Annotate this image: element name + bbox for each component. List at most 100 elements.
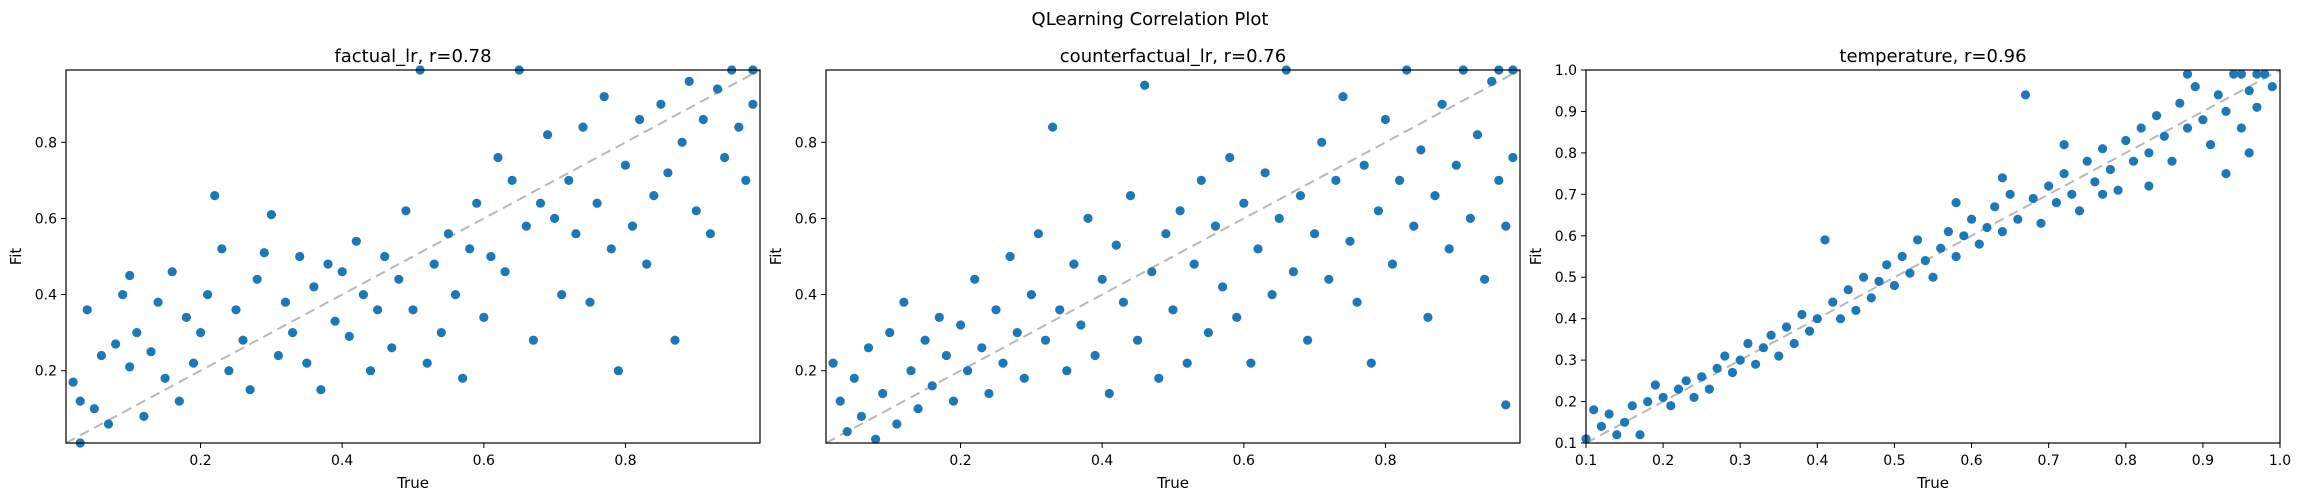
scatter-point xyxy=(1805,326,1815,336)
x-tick-label: 0.1 xyxy=(1575,453,1597,469)
scatter-point xyxy=(2182,69,2193,79)
scatter-point xyxy=(585,297,595,307)
scatter-point xyxy=(1997,173,2007,183)
x-tick-label: 0.2 xyxy=(949,453,971,469)
scatter-point xyxy=(2198,115,2208,125)
scatter-point xyxy=(1920,256,1930,266)
scatter-point xyxy=(684,76,694,86)
scatter-point xyxy=(948,396,959,406)
scatter-point xyxy=(2059,140,2069,150)
scatter-point xyxy=(1310,229,1320,239)
scatter-point xyxy=(259,248,269,258)
scatter-point xyxy=(1423,312,1433,322)
y-tick-label: 0.5 xyxy=(1555,270,1577,286)
x-tick-label: 0.4 xyxy=(1091,453,1113,469)
scatter-point xyxy=(1774,351,1784,361)
scatter-point xyxy=(245,385,255,395)
scatter-point xyxy=(507,175,517,185)
scatter-point xyxy=(1951,198,1961,208)
scatter-point xyxy=(963,366,973,376)
scatter-point xyxy=(2105,164,2115,175)
scatter-point xyxy=(741,175,751,185)
y-tick-label: 0.6 xyxy=(1555,229,1577,245)
scatter-point xyxy=(1735,355,1745,365)
scatter-point xyxy=(139,411,149,421)
scatter-point xyxy=(1589,405,1599,415)
scatter-point xyxy=(2267,82,2277,92)
scatter-point xyxy=(613,366,624,376)
scatter-point xyxy=(1727,367,1738,378)
scatter-point xyxy=(1147,267,1157,277)
scatter-point xyxy=(1125,191,1136,201)
scatter-point xyxy=(295,251,305,262)
scatter-point xyxy=(1712,363,1722,373)
scatter-point xyxy=(422,358,432,368)
scatter-point xyxy=(153,297,163,307)
scatter-point xyxy=(1090,350,1100,361)
y-axis-ticks: 0.2 0.4 0.6 0.8 xyxy=(35,135,66,380)
scatter-point xyxy=(571,229,581,239)
scatter-point xyxy=(1720,351,1730,361)
scatter-point xyxy=(273,350,283,361)
scatter-point xyxy=(2213,90,2223,100)
scatter-point xyxy=(712,84,723,94)
identity-line xyxy=(825,69,1521,444)
scatter-point xyxy=(828,358,838,368)
scatter-point xyxy=(535,198,546,208)
scatter-point xyxy=(642,259,652,269)
scatter-point xyxy=(408,305,418,315)
scatter-point xyxy=(1203,328,1213,338)
scatter-point xyxy=(2229,69,2239,79)
scatter-point xyxy=(906,366,916,376)
scatter-point xyxy=(89,404,99,414)
scatter-point xyxy=(2020,90,2031,100)
scatter-point xyxy=(550,213,560,223)
scatter-point xyxy=(337,267,347,277)
scatter-point xyxy=(856,411,867,421)
scatter-point xyxy=(196,328,206,338)
axes-frame xyxy=(65,69,761,444)
scatter-point xyxy=(1620,417,1630,427)
scatter-point xyxy=(1239,198,1249,208)
scatter-point xyxy=(2098,189,2108,199)
scatter-point xyxy=(998,358,1008,368)
scatter-point xyxy=(878,388,888,399)
y-tick-label: 0.1 xyxy=(1555,436,1577,452)
scatter-point xyxy=(1501,221,1511,231)
scatter-point xyxy=(1189,259,1199,269)
scatter-point xyxy=(635,114,645,125)
scatter-point xyxy=(1990,202,2000,212)
scatter-point xyxy=(309,282,319,292)
scatter-point xyxy=(1140,80,1150,90)
scatter-points xyxy=(828,65,1518,444)
scatter-point xyxy=(1627,401,1637,411)
scatter-point xyxy=(2167,156,2177,166)
x-axis-ticks: 0.2 0.4 0.6 0.8 xyxy=(189,443,637,469)
x-tick-label: 0.2 xyxy=(1652,453,1674,469)
scatter-point xyxy=(2236,123,2246,133)
scatter-point xyxy=(1352,297,1362,307)
scatter-point xyxy=(2252,102,2262,112)
scatter-point xyxy=(1487,76,1497,86)
scatter-point xyxy=(373,305,383,315)
scatter-point xyxy=(2013,214,2023,224)
y-tick-label: 0.2 xyxy=(35,364,57,380)
scatter-point xyxy=(96,350,106,361)
scatter-point xyxy=(2159,131,2169,141)
scatter-point xyxy=(1704,384,1714,394)
scatter-point xyxy=(2252,69,2262,79)
scatter-point xyxy=(2067,189,2077,199)
scatter-point xyxy=(1480,274,1490,284)
scatter-point xyxy=(1359,160,1369,170)
x-axis-label: True xyxy=(396,474,429,492)
y-tick-label: 0.2 xyxy=(1555,395,1577,411)
scatter-point xyxy=(1040,335,1051,345)
scatter-point xyxy=(1905,268,1915,278)
axes-frame xyxy=(825,69,1521,444)
scatter-point xyxy=(2190,82,2200,92)
y-axis-label: Fit xyxy=(1527,248,1545,266)
scatter-point xyxy=(691,206,701,216)
scatter-point xyxy=(1974,239,1984,249)
y-tick-label: 0.8 xyxy=(35,135,57,151)
